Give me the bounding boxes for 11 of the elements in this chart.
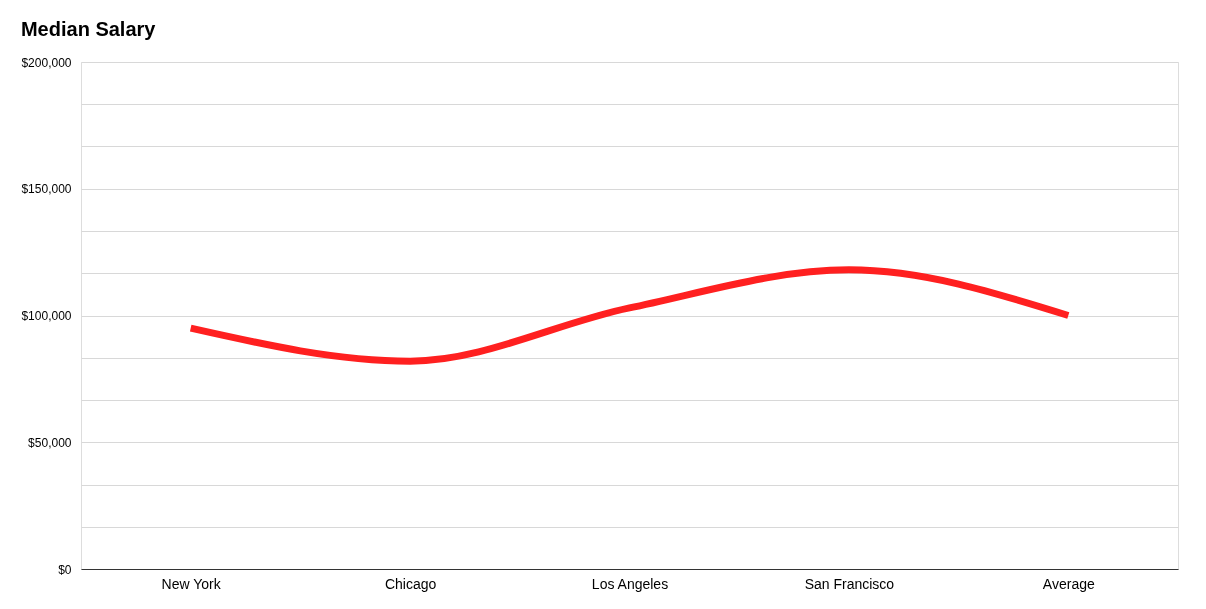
chart-title: Median Salary bbox=[20, 18, 157, 40]
x-tick-label: Chicago bbox=[384, 575, 437, 592]
x-tick-label: New York bbox=[161, 575, 222, 592]
x-tick-label: San Francisco bbox=[804, 575, 895, 592]
y-tick-label: $0 bbox=[58, 562, 72, 577]
x-tick-label: Average bbox=[1042, 575, 1095, 592]
y-tick-label: $50,000 bbox=[28, 435, 72, 450]
y-tick-label: $150,000 bbox=[21, 182, 72, 197]
y-tick-label: $100,000 bbox=[21, 309, 72, 323]
x-tick-label: Los Angeles bbox=[591, 575, 669, 592]
y-tick-label: $200,000 bbox=[21, 55, 72, 70]
